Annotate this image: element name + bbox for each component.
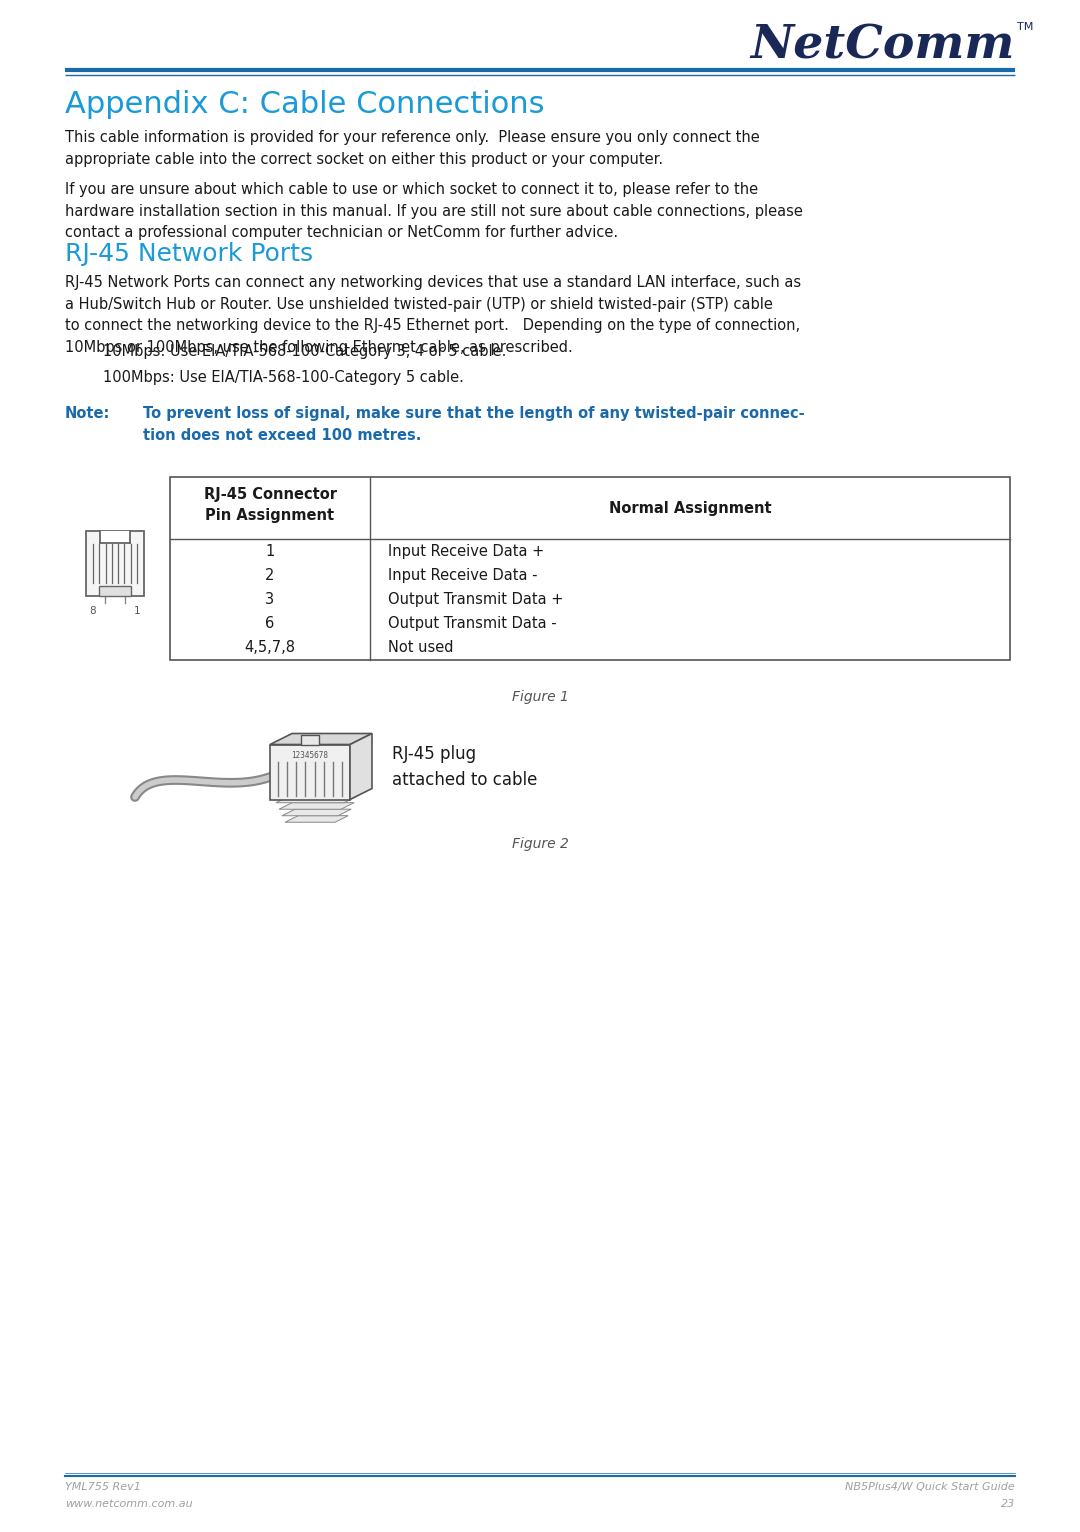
Text: www.netcomm.com.au: www.netcomm.com.au <box>65 1498 192 1509</box>
Text: 2: 2 <box>266 568 274 582</box>
Text: Note:: Note: <box>65 406 110 421</box>
Text: 4,5,7,8: 4,5,7,8 <box>244 640 296 656</box>
Bar <box>86 532 144 596</box>
Polygon shape <box>350 734 372 800</box>
Text: RJ-45 Network Ports: RJ-45 Network Ports <box>65 242 313 267</box>
Text: Input Receive Data +: Input Receive Data + <box>388 544 544 559</box>
Text: 1: 1 <box>266 544 274 559</box>
Text: RJ-45 plug
attached to cable: RJ-45 plug attached to cable <box>392 745 538 789</box>
Text: Appendix C: Cable Connections: Appendix C: Cable Connections <box>65 90 544 119</box>
Text: If you are unsure about which cable to use or which socket to connect it to, ple: If you are unsure about which cable to u… <box>65 182 802 241</box>
Text: NB5Plus4/W Quick Start Guide: NB5Plus4/W Quick Start Guide <box>846 1481 1015 1492</box>
Text: Not used: Not used <box>388 640 454 656</box>
Bar <box>301 734 319 745</box>
Text: 10Mbps: Use EIA/TIA-568-100-Category 3, 4 or 5 cable.: 10Mbps: Use EIA/TIA-568-100-Category 3, … <box>103 345 507 358</box>
Text: 100Mbps: Use EIA/TIA-568-100-Category 5 cable.: 100Mbps: Use EIA/TIA-568-100-Category 5 … <box>103 371 464 385</box>
Text: To prevent loss of signal, make sure that the length of any twisted-pair connec-: To prevent loss of signal, make sure tha… <box>143 406 805 443</box>
Text: 1: 1 <box>134 607 140 616</box>
Polygon shape <box>276 797 357 803</box>
Text: Figure 2: Figure 2 <box>512 836 568 850</box>
Text: 3: 3 <box>266 591 274 607</box>
Text: 8: 8 <box>90 607 96 616</box>
Text: Input Receive Data -: Input Receive Data - <box>388 568 538 582</box>
Text: Figure 1: Figure 1 <box>512 689 568 705</box>
Polygon shape <box>279 803 354 809</box>
Bar <box>100 532 130 542</box>
Text: RJ-45 Connector
Pin Assignment: RJ-45 Connector Pin Assignment <box>203 487 337 522</box>
Text: YML755 Rev1: YML755 Rev1 <box>65 1481 140 1492</box>
Text: Output Transmit Data +: Output Transmit Data + <box>388 591 564 607</box>
Bar <box>170 476 1010 660</box>
Text: 23: 23 <box>1001 1498 1015 1509</box>
Text: RJ-45 Network Ports can connect any networking devices that use a standard LAN i: RJ-45 Network Ports can connect any netw… <box>65 276 801 355</box>
Text: Output Transmit Data -: Output Transmit Data - <box>388 616 556 631</box>
Text: Normal Assignment: Normal Assignment <box>609 501 771 515</box>
Text: This cable information is provided for your reference only.  Please ensure you o: This cable information is provided for y… <box>65 130 759 167</box>
Text: 6: 6 <box>266 616 274 631</box>
Text: NetComm: NetComm <box>751 21 1015 67</box>
Bar <box>270 745 350 800</box>
Polygon shape <box>282 809 351 815</box>
Text: 12345678: 12345678 <box>292 751 328 760</box>
Text: TM: TM <box>1017 21 1034 32</box>
Polygon shape <box>285 815 348 823</box>
Bar <box>98 587 132 596</box>
Polygon shape <box>270 734 372 745</box>
